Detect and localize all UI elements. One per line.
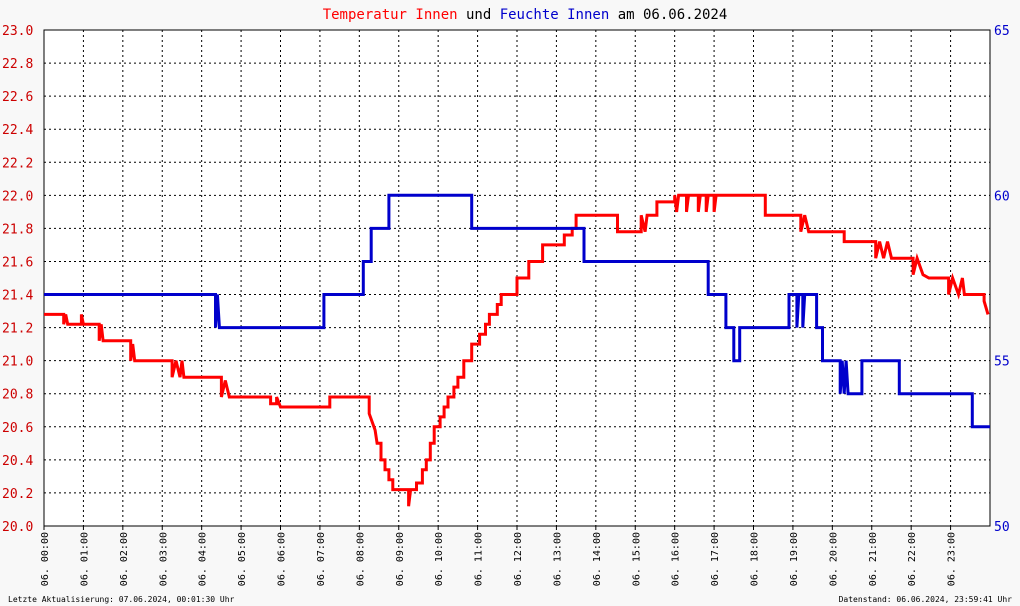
y-left-tick-label: 22.6: [2, 90, 33, 105]
y-right-tick-label: 55: [994, 355, 1010, 370]
title-part-2: Feuchte Innen: [500, 7, 610, 23]
x-tick-label: 06. 03:00: [158, 532, 169, 586]
x-tick-label: 06. 04:00: [198, 532, 209, 586]
y-left-tick-label: 20.8: [2, 388, 33, 403]
x-tick-label: 06. 01:00: [79, 532, 90, 586]
footer-last-update: Letzte Aktualisierung: 07.06.2024, 00:01…: [8, 595, 235, 604]
footer-data-state: Datenstand: 06.06.2024, 23:59:41 Uhr: [839, 595, 1013, 604]
series-layer: [44, 193, 990, 507]
series-line-temperature: [44, 193, 990, 507]
x-axis-ticks: 06. 00:00 06. 01:00 06. 02:00 06. 03:00 06. …: [40, 526, 958, 586]
y-left-tick-label: 20.6: [2, 421, 33, 436]
y-left-tick-label: 22.8: [2, 57, 33, 72]
x-tick-label: 06. 19:00: [789, 532, 800, 586]
y-left-tick-label: 22.0: [2, 189, 33, 204]
y-left-tick-label: 20.2: [2, 487, 33, 502]
right-axis-ticks: 50 55 60 65: [994, 24, 1010, 535]
y-left-tick-label: 21.6: [2, 255, 33, 270]
title-part-1: und: [458, 7, 500, 23]
x-tick-label: 06. 07:00: [316, 532, 327, 586]
x-tick-label: 06. 22:00: [907, 532, 918, 586]
x-tick-label: 06. 18:00: [750, 532, 761, 586]
x-tick-label: 06. 08:00: [355, 532, 366, 586]
x-tick-label: 06. 11:00: [474, 532, 485, 586]
y-left-tick-label: 21.4: [2, 289, 33, 304]
x-tick-label: 06. 14:00: [592, 532, 603, 586]
x-tick-label: 06. 17:00: [710, 532, 721, 586]
x-tick-label: 06. 06:00: [277, 532, 288, 586]
y-left-tick-label: 21.2: [2, 322, 33, 337]
x-tick-label: 06. 09:00: [395, 532, 406, 586]
series-line-humidity: [44, 193, 990, 429]
x-tick-label: 06. 00:00: [40, 532, 51, 586]
left-axis-ticks: 20.0 20.2 20.4 20.6 20.8 21.0 21.2 21.4 21.6 21.8…: [2, 24, 33, 535]
y-left-tick-label: 21.8: [2, 222, 33, 237]
x-tick-label: 06. 23:00: [947, 532, 958, 586]
x-tick-label: 06. 10:00: [434, 532, 445, 586]
x-tick-label: 06. 13:00: [552, 532, 563, 586]
x-tick-label: 06. 02:00: [119, 532, 130, 586]
y-right-tick-label: 60: [994, 189, 1010, 204]
y-left-tick-label: 20.0: [2, 520, 33, 535]
x-tick-label: 06. 21:00: [868, 532, 879, 586]
title-part-0: Temperatur Innen: [323, 7, 458, 23]
title-part-3: am 06.06.2024: [609, 7, 727, 23]
x-tick-label: 06. 20:00: [828, 532, 839, 586]
y-left-tick-label: 21.0: [2, 355, 33, 370]
x-tick-label: 06. 05:00: [237, 532, 248, 586]
y-left-tick-label: 22.2: [2, 156, 33, 171]
x-tick-label: 06. 12:00: [513, 532, 524, 586]
y-right-tick-label: 50: [994, 520, 1010, 535]
y-left-tick-label: 23.0: [2, 24, 33, 39]
y-left-tick-label: 20.4: [2, 454, 33, 469]
x-tick-label: 06. 15:00: [631, 532, 642, 586]
chart-title: Temperatur Innen und Feuchte Innen am 06…: [323, 7, 728, 23]
y-left-tick-label: 22.4: [2, 123, 33, 138]
x-tick-label: 06. 16:00: [671, 532, 682, 586]
y-right-tick-label: 65: [994, 24, 1010, 39]
